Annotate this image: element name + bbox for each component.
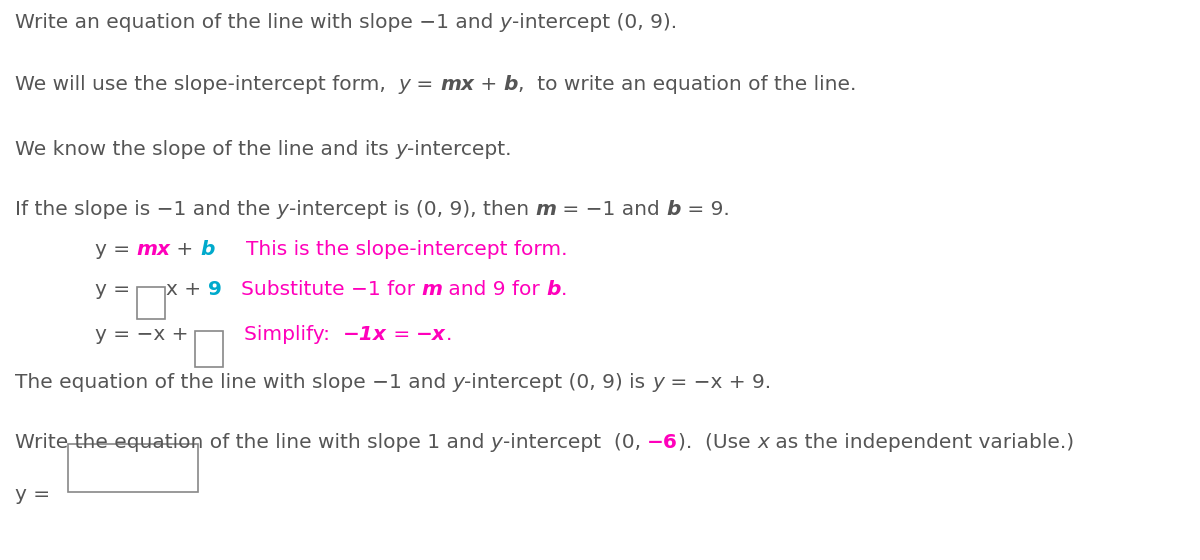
Text: Write the equation of the line with slope 1 and: Write the equation of the line with slop…	[14, 433, 491, 452]
Text: -intercept  (0,: -intercept (0,	[503, 433, 647, 452]
Text: -intercept is (0, 9), then: -intercept is (0, 9), then	[289, 200, 535, 219]
Text: mx: mx	[440, 75, 474, 94]
Text: +: +	[474, 75, 504, 94]
Text: as the independent variable.): as the independent variable.)	[769, 433, 1074, 452]
Text: y: y	[652, 373, 664, 392]
Text: If the slope is −1 and the: If the slope is −1 and the	[14, 200, 277, 219]
Text: ,  to write an equation of the line.: , to write an equation of the line.	[518, 75, 857, 94]
Text: x: x	[757, 433, 769, 452]
Text: Substitute −1 for: Substitute −1 for	[241, 280, 421, 299]
Text: mx: mx	[137, 240, 170, 259]
Text: =: =	[386, 325, 416, 344]
Text: +: +	[170, 240, 200, 259]
Text: y: y	[398, 75, 410, 94]
Text: -intercept (0, 9) is: -intercept (0, 9) is	[464, 373, 652, 392]
Text: y =: y =	[14, 485, 50, 504]
Text: m: m	[421, 280, 443, 299]
Text: .: .	[446, 325, 452, 344]
Text: Simplify:: Simplify:	[244, 325, 343, 344]
Text: b: b	[200, 240, 215, 259]
Text: y: y	[491, 433, 503, 452]
Text: This is the slope-intercept form.: This is the slope-intercept form.	[246, 240, 568, 259]
Text: .: .	[560, 280, 568, 299]
Text: y =: y =	[95, 280, 137, 299]
Text: The equation of the line with slope −1 and: The equation of the line with slope −1 a…	[14, 373, 452, 392]
Text: b: b	[546, 280, 560, 299]
Text: We will use the slope-intercept form,: We will use the slope-intercept form,	[14, 75, 398, 94]
Text: We know the slope of the line and its: We know the slope of the line and its	[14, 140, 395, 159]
Text: b: b	[504, 75, 518, 94]
Text: y = −x +: y = −x +	[95, 325, 194, 344]
Text: y: y	[277, 200, 289, 219]
Text: and 9 for: and 9 for	[443, 280, 546, 299]
Text: b: b	[666, 200, 680, 219]
Text: 9: 9	[208, 280, 222, 299]
Text: m: m	[535, 200, 556, 219]
Text: −x: −x	[416, 325, 446, 344]
Text: y: y	[395, 140, 407, 159]
Text: y: y	[452, 373, 464, 392]
Text: -intercept (0, 9).: -intercept (0, 9).	[511, 13, 677, 32]
Text: y =: y =	[95, 240, 137, 259]
Text: −1x: −1x	[343, 325, 386, 344]
Text: x +: x +	[167, 280, 208, 299]
Text: −6: −6	[647, 433, 678, 452]
Text: = 9.: = 9.	[680, 200, 730, 219]
Bar	[68, 444, 198, 492]
Text: =: =	[410, 75, 440, 94]
Text: = −x + 9.: = −x + 9.	[664, 373, 772, 392]
Text: ).  (Use: ). (Use	[678, 433, 757, 452]
Text: Write an equation of the line with slope −1 and: Write an equation of the line with slope…	[14, 13, 499, 32]
Text: -intercept.: -intercept.	[407, 140, 511, 159]
Bar	[194, 331, 223, 367]
Text: y: y	[499, 13, 511, 32]
Text: = −1 and: = −1 and	[556, 200, 666, 219]
Bar	[137, 287, 164, 319]
